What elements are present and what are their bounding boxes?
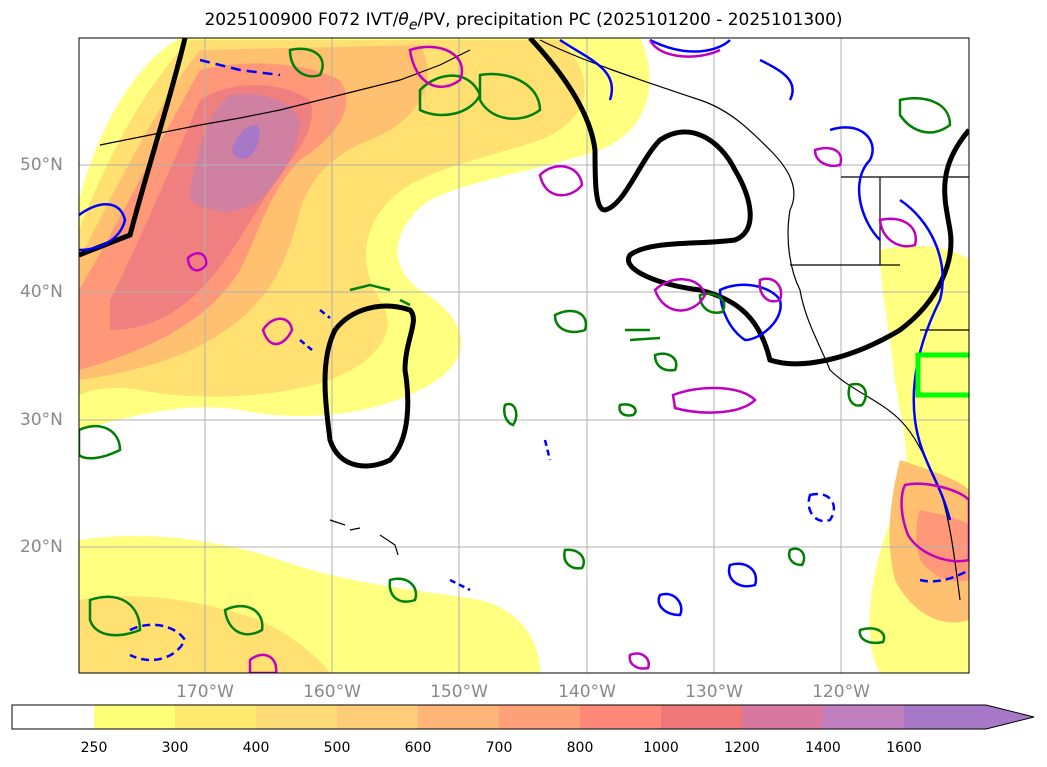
colorbar-tick-1400: 1400 [805, 740, 841, 756]
lon-label-150w: 150°W [430, 682, 488, 702]
colorbar-tick-1200: 1200 [724, 740, 760, 756]
highlight-box [915, 352, 969, 398]
colorbar-tick-700: 700 [485, 740, 513, 756]
colorbar-tick-500: 500 [323, 740, 351, 756]
colorbar-tick-600: 600 [404, 740, 432, 756]
contour-magenta [186, 39, 969, 673]
lon-label-130w: 130°W [685, 682, 743, 702]
lon-label-170w: 170°W [176, 682, 234, 702]
contour-green [79, 47, 952, 645]
contour-black [79, 38, 969, 469]
colorbar-tick-400: 400 [242, 740, 270, 756]
lat-label-50n: 50°N [20, 155, 63, 175]
colorbar-tick-1000: 1000 [643, 740, 679, 756]
colorbar-tick-1600: 1600 [886, 740, 922, 756]
lat-label-20n: 20°N [20, 537, 63, 557]
lon-label-140w: 140°W [558, 682, 616, 702]
map-title: 2025100900 F072 IVT/θe/PV, precipitation… [204, 10, 843, 34]
lat-label-30n: 30°N [20, 410, 63, 430]
colorbar [11, 704, 1035, 730]
colorbar-tick-250: 250 [80, 740, 108, 756]
colorbar-tick-800: 800 [566, 740, 594, 756]
lon-label-160w: 160°W [303, 682, 361, 702]
graticule [79, 38, 969, 673]
colorbar-tick-300: 300 [161, 740, 189, 756]
lat-label-40n: 40°N [20, 282, 63, 302]
lon-label-120w: 120°W [812, 682, 870, 702]
